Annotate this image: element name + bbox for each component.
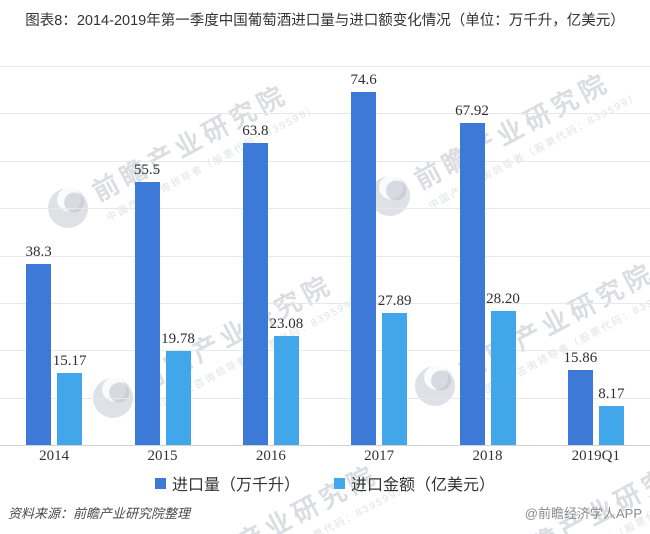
legend-item: 进口金额（亿美元） xyxy=(334,471,495,495)
bar-import-volume-2015 xyxy=(134,182,160,445)
bar-value-label: 15.86 xyxy=(563,349,598,366)
gridline xyxy=(0,350,650,352)
bar-value-label: 27.89 xyxy=(377,292,412,309)
bar-import-amount-2018 xyxy=(490,311,516,445)
x-tick-label: 2018 xyxy=(472,448,503,464)
gridline xyxy=(0,113,650,115)
legend-swatch-icon xyxy=(334,477,345,489)
bar-import-volume-2019Q1 xyxy=(567,369,593,445)
bar-value-label: 28.20 xyxy=(486,291,520,308)
credit-note: @前瞻经济学人APP xyxy=(524,506,642,521)
x-tick-label: 2015 xyxy=(147,448,178,464)
bar-import-amount-2017 xyxy=(382,312,408,445)
bar-value-label: 38.3 xyxy=(25,243,52,260)
x-tick-label: 2017 xyxy=(364,448,395,464)
bar-value-label: 19.78 xyxy=(161,331,195,348)
bar-import-amount-2016 xyxy=(273,335,299,445)
source-note: 资料来源：前瞻产业研究院整理 xyxy=(8,506,191,521)
plot-area: 38.3 15.17 55.5 19.78 63.8 23.08 74.6 27.89 67.9… xyxy=(0,66,650,446)
legend-swatch-icon xyxy=(154,477,166,489)
x-tick-label: 2014 xyxy=(39,448,70,464)
bar-value-label: 8.17 xyxy=(598,386,625,403)
bar-import-volume-2016 xyxy=(242,142,268,445)
gridline xyxy=(0,208,650,210)
x-axis-labels: 2014 2015 2016 2017 2018 2019Q1 xyxy=(0,448,650,468)
bar-value-label: 23.08 xyxy=(269,315,304,332)
legend-item: 进口量（万千升） xyxy=(154,471,300,495)
bar-value-label: 55.5 xyxy=(133,162,161,179)
x-tick-label: 2019Q1 xyxy=(571,448,620,464)
page-title: 图表8：2014-2019年第一季度中国葡萄酒进口量与进口额变化情况（单位：万千… xyxy=(25,13,625,29)
gridline xyxy=(0,66,650,67)
gridline xyxy=(0,160,650,162)
legend-label: 进口量（万千升） xyxy=(171,477,300,494)
legend-label: 进口金额（亿美元） xyxy=(351,477,496,494)
legend: 进口量（万千升） 进口金额（亿美元） xyxy=(0,471,650,495)
bar-import-volume-2014 xyxy=(26,263,52,445)
gridline xyxy=(0,255,650,257)
bar-import-amount-2014 xyxy=(57,373,83,445)
bar-import-volume-2018 xyxy=(459,123,485,445)
bar-value-label: 74.6 xyxy=(350,71,377,88)
gridline xyxy=(0,397,650,399)
bar-value-label: 15.17 xyxy=(52,353,87,370)
bar-import-amount-2019Q1 xyxy=(598,406,624,445)
gridline xyxy=(0,302,650,304)
x-tick-label: 2016 xyxy=(255,448,286,464)
bar-value-label: 67.92 xyxy=(455,103,489,120)
bar-value-label: 63.8 xyxy=(242,122,269,139)
bar-import-volume-2017 xyxy=(351,91,377,445)
bar-import-amount-2015 xyxy=(165,351,191,445)
